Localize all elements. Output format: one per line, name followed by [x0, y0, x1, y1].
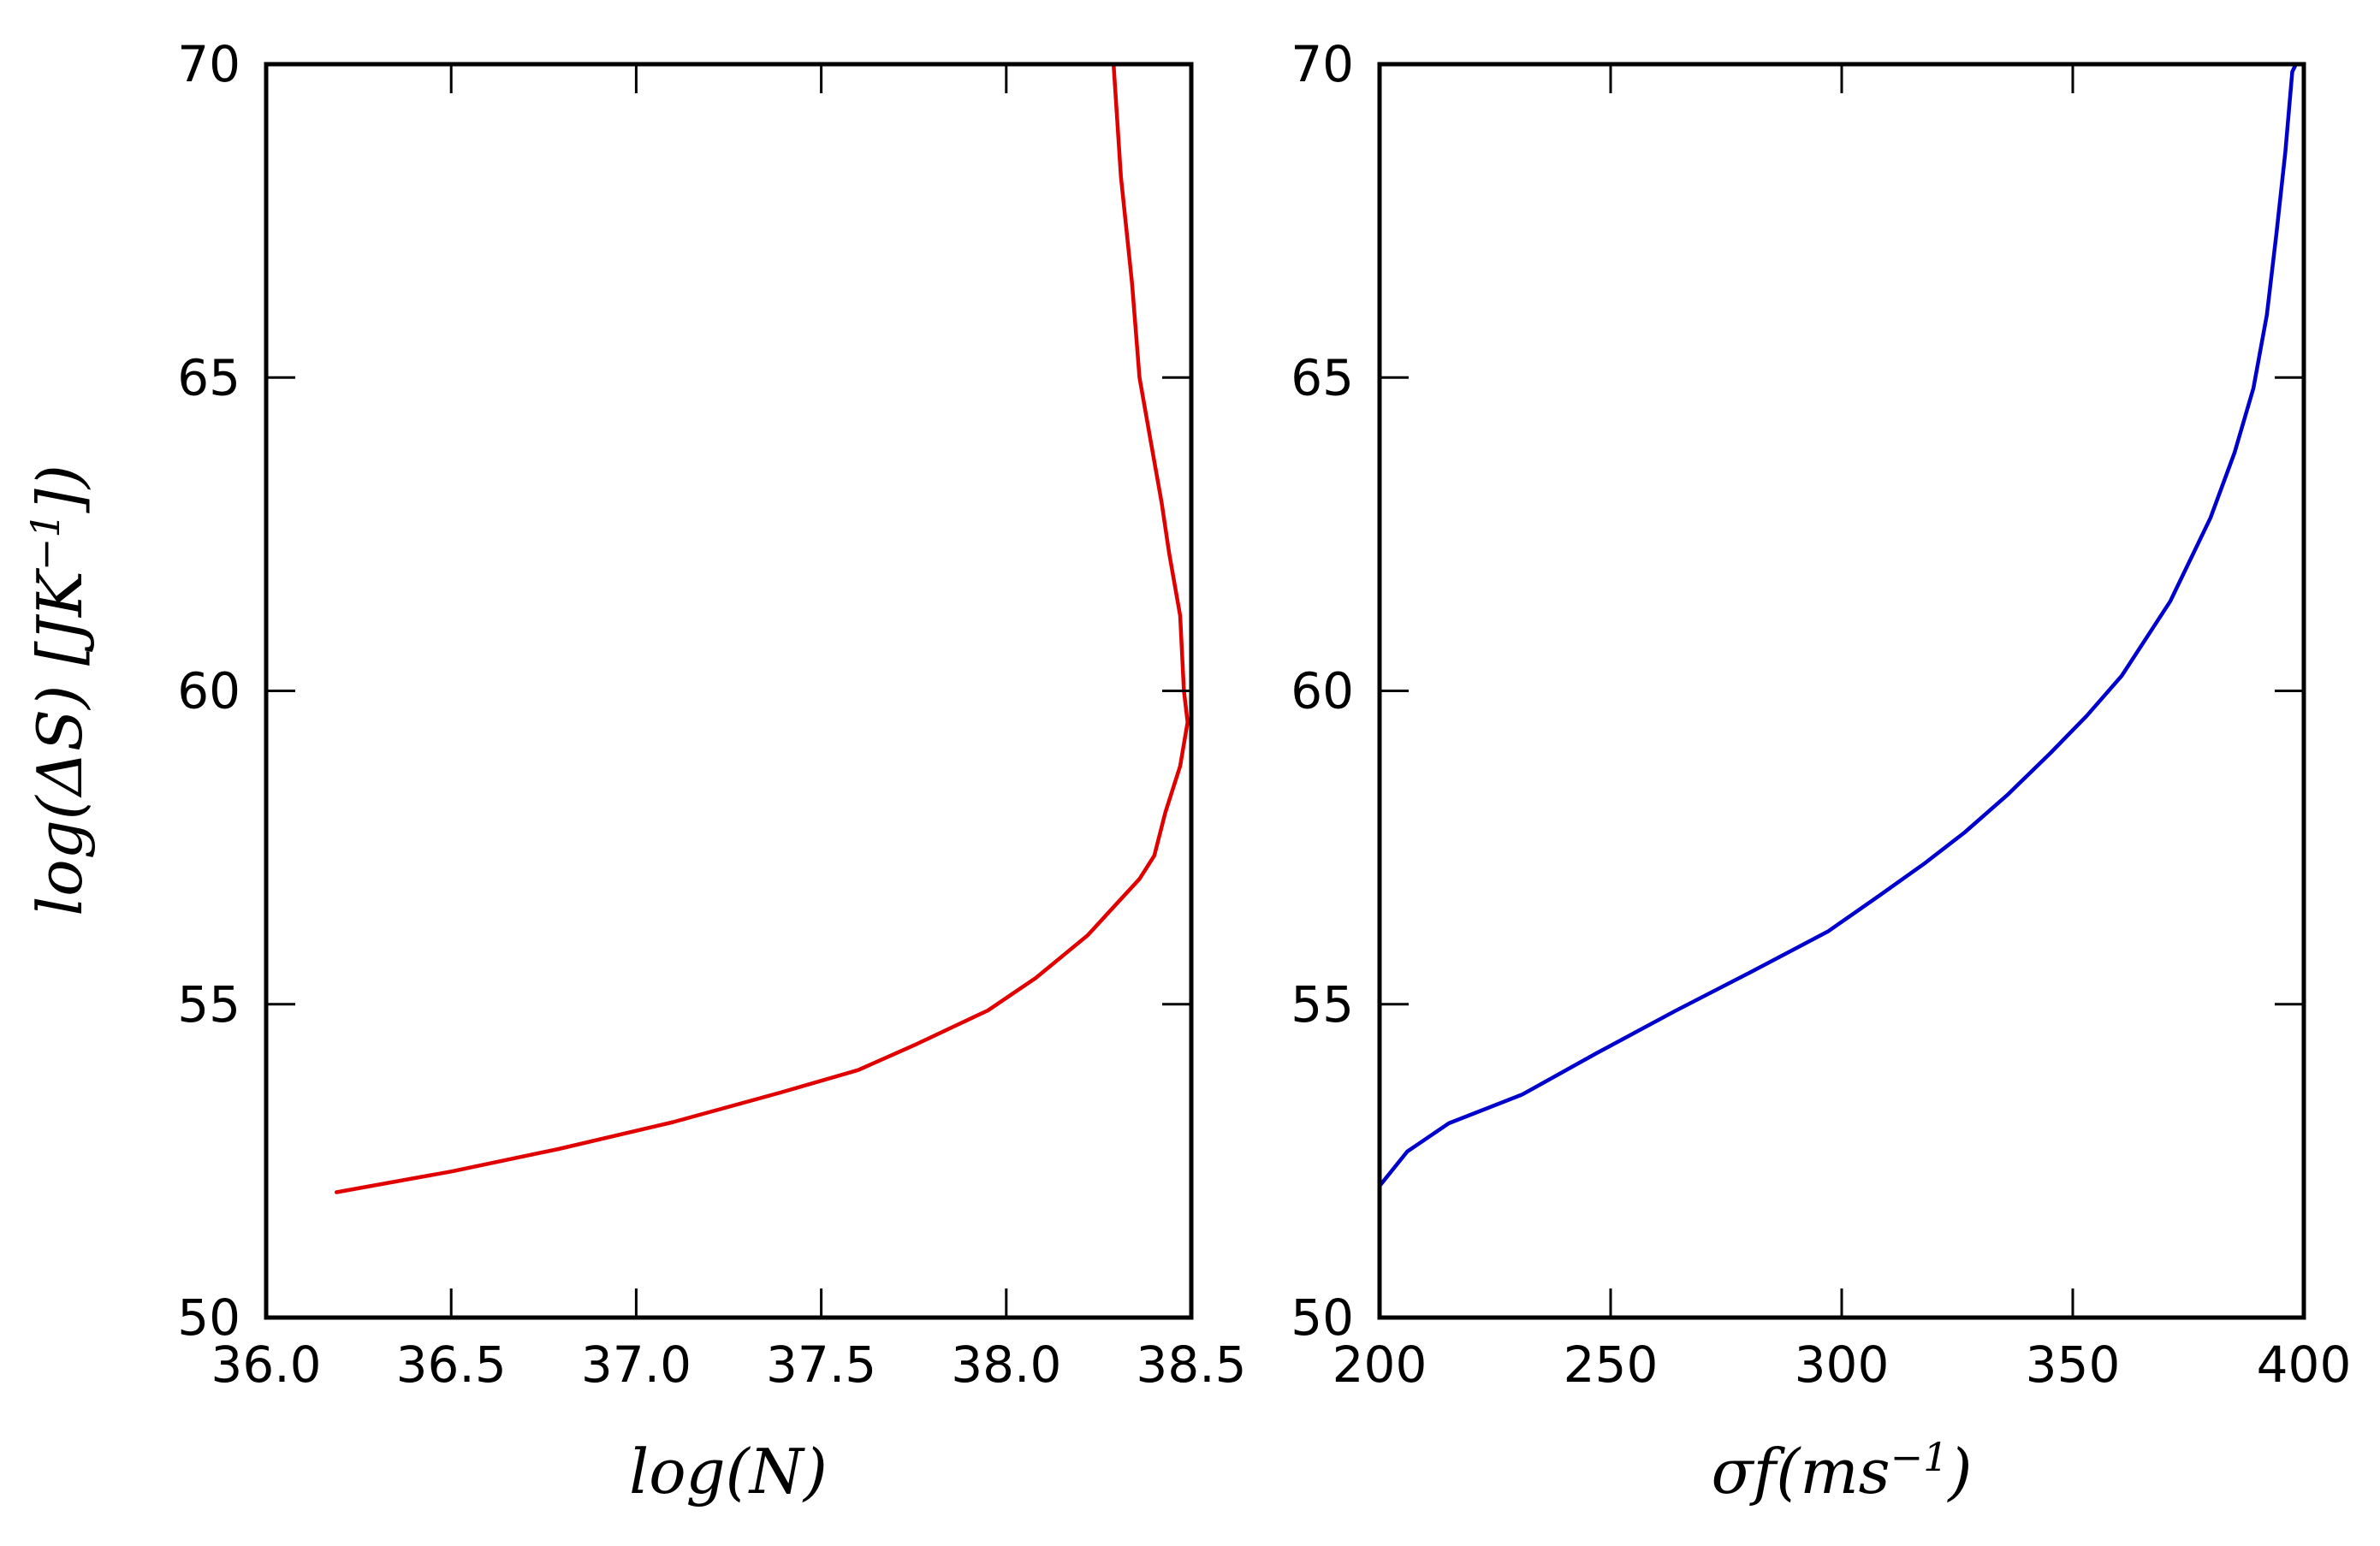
right-y-tick-labels: 50 55 60 65 70	[1291, 35, 1354, 1347]
right-panel: 50 55 60 65 70 200 250 300 350 400 σf(ms−1)	[1291, 35, 2351, 1507]
x-tick-label: 38.5	[1136, 1336, 1246, 1394]
y-tick-label: 65	[177, 348, 240, 406]
y-tick-label: 60	[1291, 662, 1354, 720]
blue-curve-line	[1377, 62, 2299, 1188]
y-tick-label: 50	[177, 1288, 240, 1347]
y-axis-label: log(ΔS) [JK−1])	[22, 465, 96, 916]
x-tick-label: 36.0	[211, 1336, 321, 1394]
left-x-axis-label: log(N)	[629, 1436, 828, 1507]
left-plot-frame	[264, 62, 1194, 1320]
y-tick-label: 55	[177, 975, 240, 1034]
y-tick-label: 60	[177, 662, 240, 720]
left-x-tick-labels: 36.0 36.5 37.0 37.5 38.0 38.5	[211, 1336, 1246, 1394]
red-curve-line	[334, 62, 1190, 1194]
blue-curve-layer	[1377, 62, 2299, 1188]
x-tick-label: 37.5	[766, 1336, 876, 1394]
right-x-tick-labels: 200 250 300 350 400	[1332, 1336, 2352, 1394]
y-tick-label: 70	[177, 35, 240, 93]
right-x-axis-label: σf(ms−1)	[1711, 1434, 1972, 1507]
x-tick-label: 38.0	[951, 1336, 1061, 1394]
x-tick-label: 250	[1564, 1336, 1659, 1394]
x-tick-label: 400	[2257, 1336, 2352, 1394]
y-tick-label: 50	[1291, 1288, 1354, 1347]
y-tick-label: 55	[1291, 975, 1354, 1034]
x-tick-label: 350	[2026, 1336, 2121, 1394]
x-tick-label: 36.5	[396, 1336, 507, 1394]
left-y-tick-labels: 50 55 60 65 70	[177, 35, 240, 1347]
left-panel: 50 55 60 65 70 36.0 36.5 37.0 37.5 38.0 38.5 log(…	[22, 35, 1247, 1507]
left-ticks	[264, 62, 1193, 1319]
y-tick-label: 70	[1291, 35, 1354, 93]
right-plot-frame	[1377, 62, 2306, 1320]
right-ticks	[1378, 62, 2306, 1319]
red-curve-layer	[334, 62, 1190, 1194]
x-tick-label: 37.0	[581, 1336, 691, 1394]
x-tick-label: 300	[1795, 1336, 1890, 1394]
y-tick-label: 65	[1291, 348, 1354, 406]
x-tick-label: 200	[1332, 1336, 1427, 1394]
